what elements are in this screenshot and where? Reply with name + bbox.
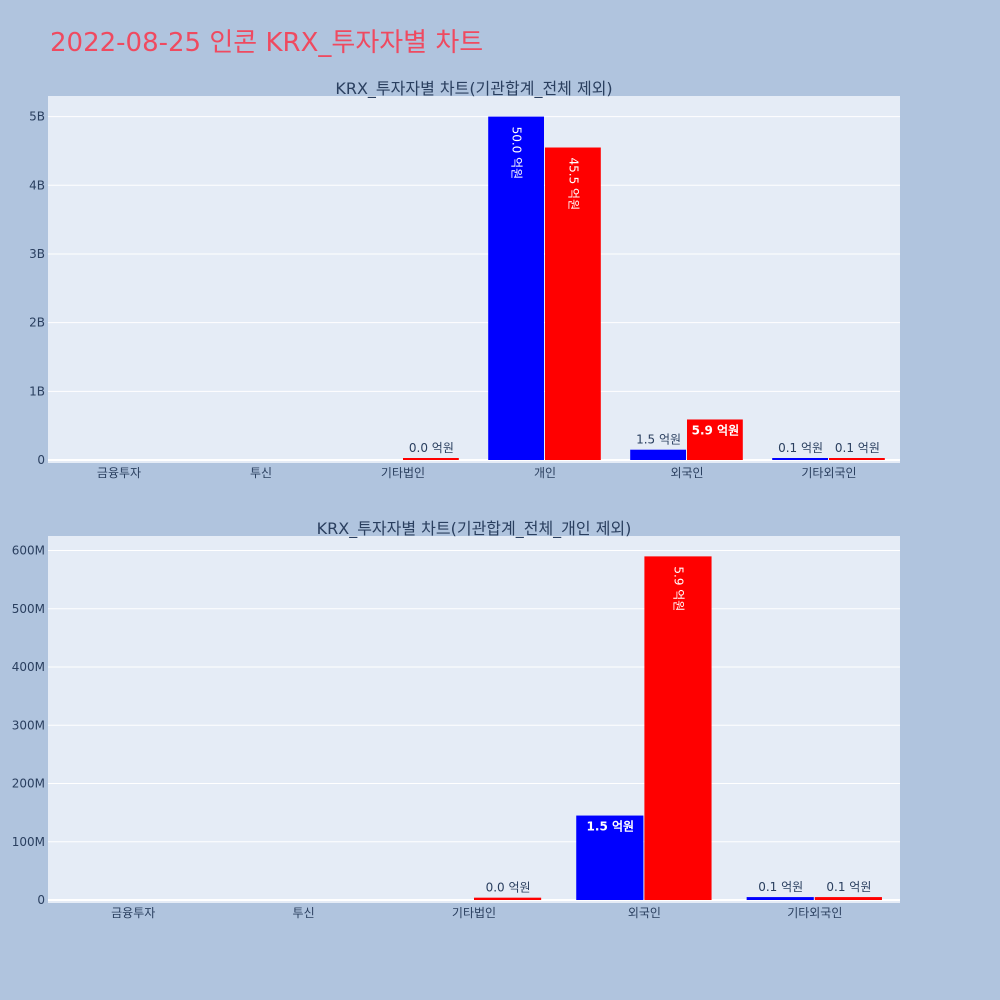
y-tick-label: 5B: [29, 110, 45, 124]
data-label: 5.9 억원: [671, 566, 685, 611]
chart-title: KRX_투자자별 차트(기관합계_전체 제외): [335, 79, 612, 99]
x-tick-label: 기타외국인: [801, 466, 856, 480]
x-tick-label: 금융투자: [111, 906, 155, 920]
bar: [829, 458, 885, 460]
y-tick-label: 3B: [29, 247, 45, 261]
x-tick-label: 금융투자: [97, 466, 141, 480]
data-label: 0.1 억원: [778, 441, 823, 455]
data-label: 45.5 억원: [566, 158, 580, 211]
y-tick-label: 1B: [29, 384, 45, 398]
y-tick-label: 400M: [12, 660, 45, 674]
plot-area-0: [48, 96, 900, 463]
bar: [772, 458, 828, 460]
data-label: 0.1 억원: [758, 880, 803, 894]
y-tick-label: 4B: [29, 178, 45, 192]
y-tick-label: 2B: [29, 316, 45, 330]
x-tick-label: 투신: [293, 906, 315, 920]
bar: [474, 897, 542, 900]
y-tick-label: 600M: [12, 544, 45, 558]
x-tick-label: 개인: [534, 466, 556, 480]
y-tick-label: 200M: [12, 777, 45, 791]
x-tick-label: 기타법인: [381, 466, 425, 480]
x-tick-label: 기타법인: [452, 906, 496, 920]
x-tick-label: 투신: [250, 466, 272, 480]
bar: [746, 897, 814, 900]
bar: [488, 116, 544, 461]
bar: [576, 815, 644, 900]
bar: [403, 458, 459, 460]
chart-title: KRX_투자자별 차트(기관합계_전체_개인 제외): [317, 519, 632, 539]
data-label: 0.1 억원: [835, 441, 880, 455]
y-tick-label: 500M: [12, 602, 45, 616]
data-label: 1.5 억원: [587, 820, 635, 834]
bar: [814, 897, 882, 900]
x-tick-label: 외국인: [628, 906, 661, 920]
y-tick-label: 100M: [12, 835, 45, 849]
y-tick-label: 0: [37, 453, 45, 467]
y-tick-label: 300M: [12, 718, 45, 732]
data-label: 5.9 억원: [692, 423, 740, 437]
data-label: 0.1 억원: [826, 880, 871, 894]
bar: [687, 419, 743, 460]
y-tick-label: 0: [37, 893, 45, 907]
x-tick-label: 기타외국인: [787, 906, 842, 920]
data-label: 1.5 억원: [636, 433, 681, 447]
data-label: 0.0 억원: [409, 441, 454, 455]
bar: [630, 449, 686, 460]
x-tick-label: 외국인: [670, 466, 703, 480]
bar: [644, 556, 712, 900]
bar: [545, 147, 601, 460]
plot-area-1: [48, 536, 900, 903]
data-label: 50.0 억원: [510, 127, 524, 180]
data-label: 0.0 억원: [486, 881, 531, 895]
page-title: 2022-08-25 인콘 KRX_투자자별 차트: [50, 28, 484, 58]
